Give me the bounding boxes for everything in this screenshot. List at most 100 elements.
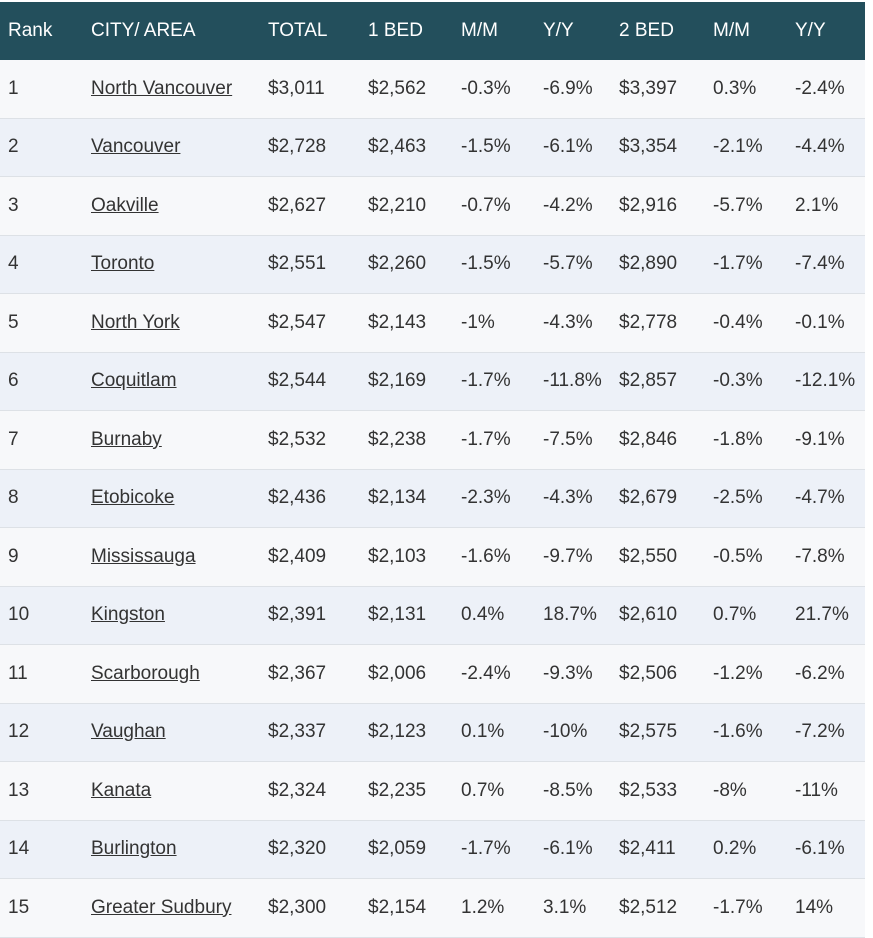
table-cell: -1.7% (461, 428, 511, 450)
table-cell: -1.7% (461, 838, 511, 860)
header-cell: M/M (461, 20, 498, 41)
city-link[interactable]: Mississauga (91, 545, 196, 567)
city-link[interactable]: Coquitlam (91, 370, 177, 392)
table-row: 11 Scarborough $2,367 $2,006 -2.4% -9.3% $2,50… (0, 645, 865, 704)
table-cell: 7 (8, 428, 19, 450)
table-cell: -1.5% (461, 136, 511, 158)
table-cell: -2.3% (461, 487, 511, 509)
table-cell: $2,575 (619, 721, 678, 743)
city-link[interactable]: Vaughan (91, 721, 166, 743)
table-cell: $2,059 (368, 838, 427, 860)
table-cell: -1.7% (713, 896, 763, 918)
table-cell: -12.1% (795, 370, 856, 392)
table-cell: -7.2% (795, 721, 845, 743)
table-cell: $2,123 (368, 721, 427, 743)
table-row: 14 Burlington $2,320 $2,059 -1.7% -6.1% $2,411… (0, 820, 865, 879)
city-link[interactable]: Oakville (91, 194, 159, 216)
table-cell: -6.1% (543, 136, 593, 158)
table-row: 15 Greater Sudbury $2,300 $2,154 1.2% 3.1% $2,… (0, 879, 865, 938)
table-cell: $2,006 (368, 662, 427, 684)
header-cell: 2 BED (619, 20, 674, 41)
table-cell: $3,397 (619, 77, 678, 99)
city-link[interactable]: North Vancouver (91, 77, 233, 99)
header-row: Rank CITY/ AREA TOTAL 1 BED M/M Y/Y 2 BED M/M Y/… (0, 2, 865, 60)
table-cell: $2,235 (368, 779, 427, 801)
table-cell: 10 (8, 604, 30, 626)
table-cell: -0.4% (713, 311, 763, 333)
table-cell: -8.5% (543, 779, 593, 801)
table-cell: -6.2% (795, 662, 845, 684)
table-row: 13 Kanata $2,324 $2,235 0.7% -8.5% $2,533 -8% -1… (0, 762, 865, 821)
table-cell: $2,320 (268, 838, 327, 860)
city-link[interactable]: Kanata (91, 779, 152, 801)
table-cell: 9 (8, 545, 19, 567)
table-cell: $2,367 (268, 662, 327, 684)
table-cell: 8 (8, 487, 19, 509)
city-link[interactable]: North York (91, 311, 180, 333)
city-link[interactable]: Burlington (91, 838, 177, 860)
table-row: 1 North Vancouver $3,011 $2,562 -0.3% -6.9% $3… (0, 60, 865, 119)
table-cell: -11.8% (543, 370, 602, 392)
table-cell: $2,210 (368, 194, 427, 216)
table-cell: Kanata (83, 780, 260, 802)
table-cell: $2,436 (268, 487, 327, 509)
table-row: 2 Vancouver $2,728 $2,463 -1.5% -6.1% $3,354 -2… (0, 118, 865, 177)
table-cell: -1.8% (713, 428, 763, 450)
table-cell: -7.8% (795, 545, 845, 567)
table-cell: -4.3% (543, 487, 593, 509)
table-row: 4 Toronto $2,551 $2,260 -1.5% -5.7% $2,890 -1.7… (0, 235, 865, 294)
city-link[interactable]: Scarborough (91, 662, 200, 684)
table-cell: $2,411 (619, 838, 676, 860)
table-cell: 0.7% (713, 604, 757, 626)
table-cell: 1.2% (461, 896, 505, 918)
table-cell: $2,409 (268, 545, 327, 567)
table-cell: -5.7% (543, 253, 593, 275)
table-cell: $2,506 (619, 662, 678, 684)
table-cell: $2,238 (368, 428, 427, 450)
table-cell: -0.5% (713, 545, 763, 567)
city-link[interactable]: Burnaby (91, 428, 162, 450)
table-cell: $3,011 (268, 77, 325, 99)
header-cell: Y/Y (795, 20, 826, 41)
table-cell: 1 (8, 77, 19, 99)
table-cell: 0.1% (461, 721, 505, 743)
table-cell: -1% (461, 311, 495, 333)
table-cell: 3 (8, 194, 19, 216)
table-cell: Mississauga (83, 546, 260, 568)
table-cell: $2,463 (368, 136, 427, 158)
header-cell: M/M (713, 20, 750, 41)
table-cell: -1.7% (461, 370, 511, 392)
table-cell: -7.5% (543, 428, 593, 450)
table-cell: -4.3% (543, 311, 593, 333)
table-cell: $2,679 (619, 487, 678, 509)
table-cell: $2,134 (368, 487, 427, 509)
table-cell: $2,562 (368, 77, 427, 99)
table-row: 8 Etobicoke $2,436 $2,134 -2.3% -4.3% $2,679 -2… (0, 469, 865, 528)
table-cell: -2.4% (795, 77, 845, 99)
table-cell: $2,916 (619, 194, 678, 216)
table-cell: -0.3% (713, 370, 763, 392)
table-cell: $2,610 (619, 604, 678, 626)
table-cell: 0.3% (713, 77, 757, 99)
table-cell: -4.4% (795, 136, 845, 158)
city-link[interactable]: Vancouver (91, 136, 181, 158)
table-cell: $2,627 (268, 194, 327, 216)
table-cell: $2,533 (619, 779, 678, 801)
city-link[interactable]: Kingston (91, 604, 165, 626)
table-cell: -1.2% (713, 662, 763, 684)
city-link[interactable]: Greater Sudbury (91, 896, 232, 918)
city-link[interactable]: Toronto (91, 253, 155, 275)
table-cell: 15 (8, 896, 30, 918)
header-cell: Rank (8, 20, 53, 41)
table-cell: 0.4% (461, 604, 505, 626)
table-cell: $2,857 (619, 370, 678, 392)
table-cell: -6.1% (543, 838, 593, 860)
table-cell: 14 (8, 838, 30, 860)
table-cell: -0.1% (795, 311, 845, 333)
table-cell: 5 (8, 311, 19, 333)
table-cell: $2,778 (619, 311, 678, 333)
city-link[interactable]: Etobicoke (91, 487, 175, 509)
table-cell: -2.1% (713, 136, 763, 158)
